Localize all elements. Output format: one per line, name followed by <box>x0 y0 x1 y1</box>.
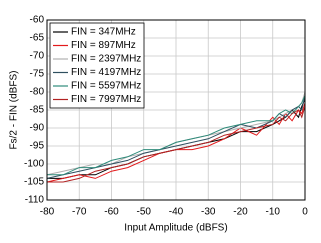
legend-label: FIN = 2397MHz <box>71 54 141 65</box>
y-tick-label: -75 <box>30 69 45 80</box>
y-tick-label: -100 <box>24 159 44 170</box>
x-tick-label: -60 <box>104 207 119 218</box>
legend-label: FIN = 5597MHz <box>71 81 141 92</box>
x-tick-label: -80 <box>40 207 55 218</box>
legend-box <box>49 22 145 109</box>
legend: FIN = 347MHz FIN = 897MHz FIN = 2397MHz FIN… <box>49 22 145 109</box>
lines <box>46 91 306 183</box>
y-tick-label: -70 <box>30 51 45 62</box>
series-line <box>47 106 306 183</box>
y-tick-label: -60 <box>30 15 45 26</box>
y-tick-label: -110 <box>25 195 45 206</box>
series-line <box>47 95 306 176</box>
x-tick-label: -40 <box>169 207 184 218</box>
x-tick-label: -10 <box>266 207 281 218</box>
legend-label: FIN = 4197MHz <box>71 67 141 78</box>
series-line <box>46 102 306 183</box>
plot-frame <box>46 19 306 201</box>
x-tick-label: 0 <box>302 207 308 218</box>
x-tick-label: -20 <box>233 207 248 218</box>
x-axis-title: Input Amplitude (dBFS) <box>124 223 227 234</box>
x-tick-label: -30 <box>201 207 216 218</box>
y-tick-label: -95 <box>30 141 45 152</box>
y-tick-label: -85 <box>30 105 45 116</box>
legend-label: FIN = 347MHz <box>71 27 136 38</box>
legend-label: FIN = 897MHz <box>71 40 136 51</box>
legend-label: FIN = 7997MHz <box>71 94 141 105</box>
x-tick-label: -70 <box>72 207 87 218</box>
y-tick-label: -80 <box>30 87 45 98</box>
y-tick-label: -105 <box>24 177 44 188</box>
y-tick-label: -90 <box>30 123 45 134</box>
x-tick-label: -50 <box>137 207 152 218</box>
y-tick-label: -65 <box>30 33 45 44</box>
y-axis-title: Fs/2 - FIN (dBFS) <box>9 71 20 150</box>
